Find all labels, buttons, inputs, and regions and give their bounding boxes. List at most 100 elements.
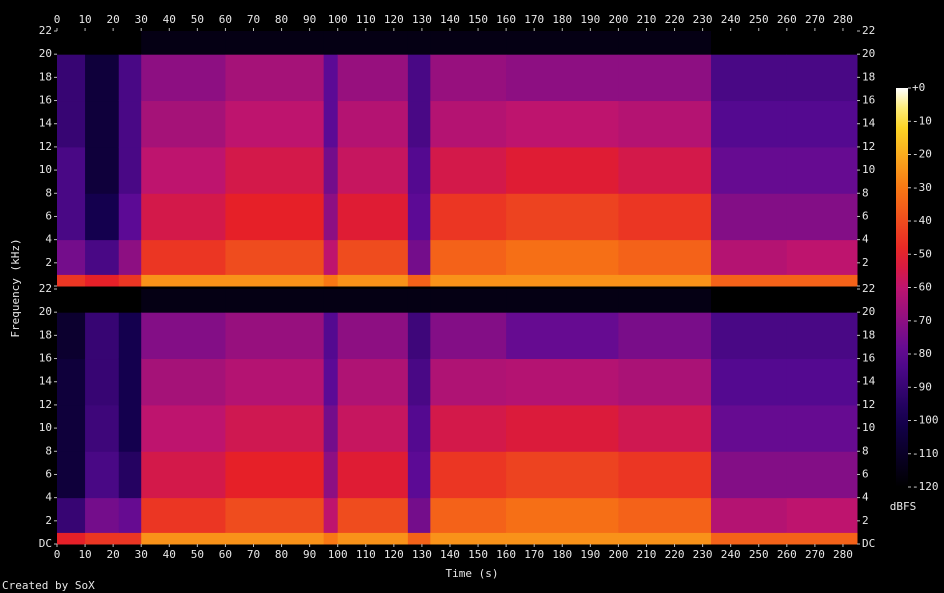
- y-tick-label-right: 12: [862, 140, 875, 153]
- y-tick-label: DC: [39, 537, 52, 550]
- heatmap-cell: [118, 193, 142, 241]
- heatmap-cell: [118, 31, 142, 55]
- heatmap-cell: [337, 358, 409, 406]
- heatmap-cell: [711, 239, 788, 275]
- colorbar-tick-label: -70: [912, 314, 932, 327]
- heatmap-cell: [407, 100, 431, 148]
- heatmap-cell: [85, 239, 120, 275]
- heatmap-cell: [618, 312, 712, 360]
- x-tick-label-top: 10: [78, 13, 91, 26]
- heatmap-cell: [141, 404, 226, 452]
- heatmap-cell: [323, 404, 339, 452]
- heatmap-cell: [141, 532, 226, 545]
- heatmap-cell: [786, 193, 858, 241]
- heatmap-cell: [618, 532, 712, 545]
- heatmap-cell: [337, 404, 409, 452]
- heatmap-cell: [506, 358, 619, 406]
- x-axis-label: Time (s): [446, 567, 499, 580]
- heatmap-cell: [430, 239, 507, 275]
- heatmap-cell: [323, 358, 339, 406]
- heatmap-cell: [118, 146, 142, 194]
- y-tick-label: 12: [39, 140, 52, 153]
- heatmap-cell: [118, 404, 142, 452]
- heatmap-cell: [85, 54, 120, 102]
- heatmap-cell: [618, 31, 712, 55]
- heatmap-cell: [57, 100, 86, 148]
- heatmap-cell: [323, 146, 339, 194]
- heatmap-cell: [323, 54, 339, 102]
- heatmap-cell: [506, 404, 619, 452]
- heatmap-cell: [225, 31, 325, 55]
- colorbar-tick-label: -10: [912, 114, 932, 127]
- y-tick-label-right: 22: [862, 282, 875, 295]
- x-tick-label-top: 110: [356, 13, 376, 26]
- y-tick-label-right: DC: [862, 537, 875, 550]
- x-tick-label-bottom: 40: [163, 548, 176, 561]
- y-tick-label-right: 8: [862, 186, 869, 199]
- y-tick-label: 20: [39, 305, 52, 318]
- heatmap-cell: [407, 289, 431, 313]
- heatmap-cell: [786, 274, 858, 287]
- colorbar-tick-label: -40: [912, 214, 932, 227]
- heatmap-cell: [141, 451, 226, 499]
- x-tick-label-top: 60: [219, 13, 232, 26]
- heatmap-cell: [711, 54, 788, 102]
- heatmap-cell: [711, 451, 788, 499]
- heatmap-cell: [711, 404, 788, 452]
- heatmap-cell: [57, 193, 86, 241]
- x-tick-label-bottom: 270: [805, 548, 825, 561]
- heatmap-cell: [786, 451, 858, 499]
- heatmap-cell: [85, 497, 120, 533]
- heatmap-cell: [57, 239, 86, 275]
- x-tick-label-top: 130: [412, 13, 432, 26]
- y-tick-label-right: 14: [862, 117, 876, 130]
- x-tick-label-bottom: 80: [275, 548, 288, 561]
- heatmap-cell: [323, 193, 339, 241]
- heatmap-cell: [786, 404, 858, 452]
- colorbar: [896, 88, 908, 487]
- x-tick-label-top: 210: [637, 13, 657, 26]
- heatmap-cell: [337, 193, 409, 241]
- x-tick-label-bottom: 210: [637, 548, 657, 561]
- heatmap-cell: [711, 193, 788, 241]
- heatmap-cell: [141, 100, 226, 148]
- heatmap-cell: [430, 358, 507, 406]
- heatmap-cell: [225, 146, 325, 194]
- x-tick-label-bottom: 130: [412, 548, 432, 561]
- heatmap-cell: [118, 289, 142, 313]
- heatmap-cell: [407, 146, 431, 194]
- y-tick-label-right: 14: [862, 375, 876, 388]
- heatmap-cell: [618, 274, 712, 287]
- heatmap-cell: [141, 193, 226, 241]
- x-tick-label-top: 260: [777, 13, 797, 26]
- colorbar-tick-label: -30: [912, 181, 932, 194]
- heatmap-cell: [430, 289, 507, 313]
- heatmap-cell: [85, 100, 120, 148]
- heatmap-cell: [323, 312, 339, 360]
- heatmap-cell: [337, 497, 409, 533]
- heatmap-cell: [430, 532, 507, 545]
- heatmap-cell: [430, 312, 507, 360]
- heatmap-cell: [337, 274, 409, 287]
- heatmap-cell: [337, 239, 409, 275]
- heatmap-cell: [141, 146, 226, 194]
- x-tick-label-bottom: 10: [78, 548, 91, 561]
- heatmap-cell: [337, 451, 409, 499]
- y-tick-label: 2: [45, 514, 52, 527]
- heatmap-cell: [57, 497, 86, 533]
- heatmap-cell: [618, 146, 712, 194]
- colorbar-label: dBFS: [890, 500, 917, 513]
- footer: Created by SoX: [2, 579, 95, 592]
- heatmap-cell: [430, 274, 507, 287]
- colorbar-tick-label: -100: [912, 414, 939, 427]
- heatmap-cell: [430, 451, 507, 499]
- heatmap-cell: [225, 451, 325, 499]
- y-tick-label: 8: [45, 186, 52, 199]
- x-tick-label-top: 160: [496, 13, 516, 26]
- heatmap-cell: [711, 312, 788, 360]
- heatmap-cell: [506, 451, 619, 499]
- y-tick-label-right: 16: [862, 94, 875, 107]
- x-tick-label-top: 220: [665, 13, 685, 26]
- y-tick-label-right: 6: [862, 467, 869, 480]
- heatmap-cell: [786, 289, 858, 313]
